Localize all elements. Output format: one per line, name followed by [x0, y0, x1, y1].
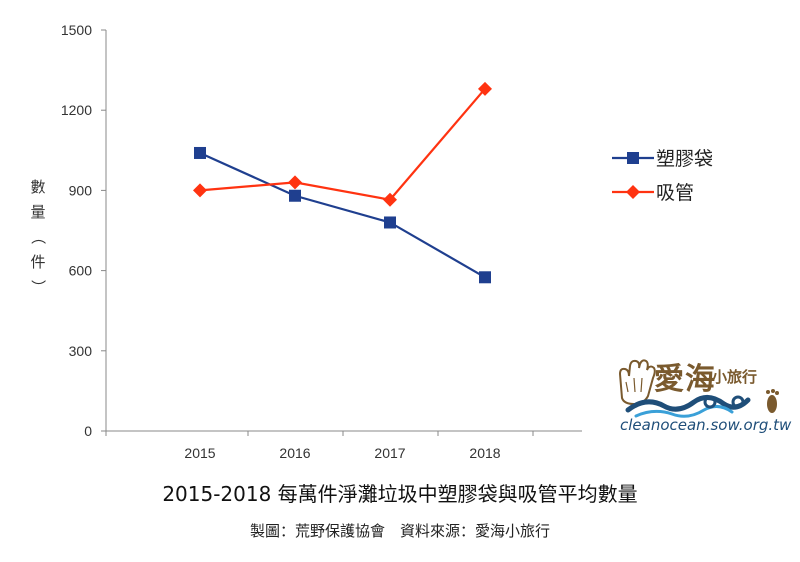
- y-axis-label-char: 量: [30, 203, 45, 221]
- y-axis-label-char: 件: [30, 253, 45, 271]
- x-tick-label: 2015: [184, 445, 215, 461]
- y-tick-labels: 0 300 600 900 1200 1500: [61, 22, 92, 439]
- y-tick-label: 900: [69, 182, 93, 198]
- x-tick-labels: 2015 2016 2017 2018: [184, 445, 500, 461]
- y-tick-label: 0: [84, 423, 92, 439]
- footprint-icon: [766, 389, 779, 413]
- series-line-0: [199, 151, 486, 279]
- wave-icon: [625, 395, 751, 418]
- y-tick-label: 300: [69, 343, 93, 359]
- chart-axes: [101, 29, 582, 436]
- y-tick-label: 600: [69, 263, 93, 279]
- data-point: [478, 81, 492, 96]
- y-axis-label-char: 數: [30, 178, 45, 196]
- logo-graphic: [618, 359, 779, 418]
- data-point: [383, 192, 397, 207]
- line-chart: 0 300 600 900 1200 1500 2015 2016 2017 2018 數量 （ 件…: [29, 22, 713, 461]
- chart-title: 2015-2018 每萬件淨灘垃圾中塑膠袋與吸管平均數量: [162, 482, 638, 506]
- legend-label: 吸管: [656, 182, 694, 204]
- data-point: [193, 183, 207, 198]
- y-tick-label: 1200: [61, 102, 92, 118]
- y-axis-label-char: ）: [29, 279, 47, 294]
- data-point: [288, 175, 302, 190]
- logo: 愛海 小旅行 cleanocean.sow.org.tw: [606, 352, 796, 442]
- legend-label: 塑膠袋: [656, 148, 713, 170]
- logo-subtitle: 小旅行: [712, 368, 758, 386]
- y-axis-label-char: （: [29, 229, 47, 244]
- x-tick-label: 2018: [469, 445, 500, 461]
- y-axis-label: 數量 （ 件 ）: [29, 178, 47, 295]
- series-line-1: [199, 88, 486, 201]
- data-point: [289, 189, 301, 202]
- chart-credit: 製圖：荒野保護協會 資料來源：愛海小旅行: [249, 522, 550, 540]
- glove-icon: [618, 359, 656, 406]
- data-point: [194, 146, 206, 159]
- legend-marker: [627, 152, 639, 164]
- logo-url: cleanocean.sow.org.tw: [620, 416, 792, 434]
- legend-marker: [626, 185, 640, 199]
- logo-title: 愛海: [654, 362, 716, 397]
- chart-series: [193, 81, 492, 284]
- data-point: [479, 271, 491, 284]
- x-tick-label: 2017: [374, 445, 405, 461]
- data-point: [384, 216, 396, 229]
- y-tick-label: 1500: [61, 22, 92, 38]
- x-tick-label: 2016: [279, 445, 310, 461]
